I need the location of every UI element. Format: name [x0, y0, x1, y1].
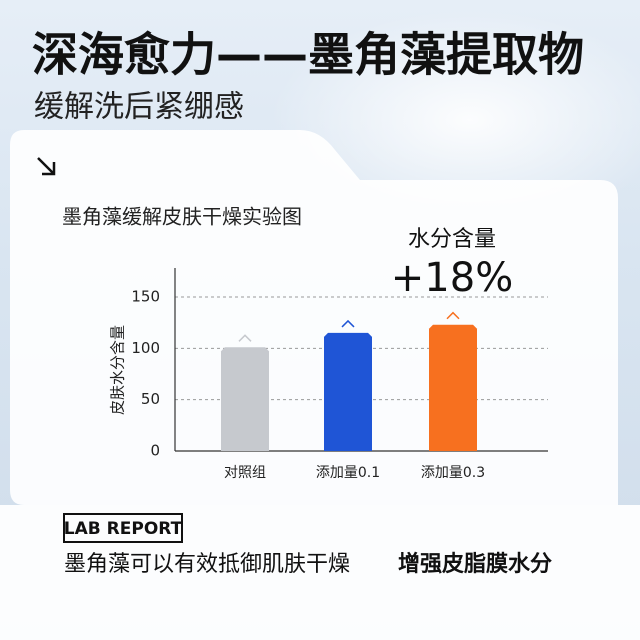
footer-bg: [0, 505, 640, 640]
card: [10, 130, 618, 505]
y-tick-label: 100: [131, 339, 160, 357]
subtitle: 缓解洗后紧绷感: [34, 90, 244, 125]
annotation-value: +18%: [391, 255, 513, 301]
x-tick-label: 对照组: [224, 465, 266, 481]
plot: 0 50 100 150 对照组 添加量0.1 添加量0.3: [131, 268, 548, 481]
bar: [324, 332, 372, 451]
y-tick-label: 150: [131, 288, 160, 306]
y-tick-label: 50: [141, 390, 160, 408]
y-tick-label: 0: [150, 442, 160, 460]
badge: LAB REPORT: [64, 519, 183, 539]
badge-box: [63, 513, 183, 543]
bar-caret: [238, 334, 252, 342]
title: 深海愈力——墨角藻提取物: [32, 28, 584, 82]
bar-caret: [341, 319, 355, 328]
arrow-icon: [37, 157, 56, 176]
bar: [221, 347, 269, 451]
footer-text: 墨角藻可以有效抵御肌肤干燥: [64, 552, 350, 577]
bar: [429, 324, 477, 451]
bg-glow: [270, 10, 640, 230]
bar-caret: [446, 311, 460, 320]
x-tick-label: 添加量0.1: [316, 465, 380, 481]
chart-title: 墨角藻缓解皮肤干燥实验图: [62, 205, 302, 229]
y-axis-title: 皮肤水分含量: [109, 325, 127, 415]
annotation-label: 水分含量: [408, 227, 496, 252]
x-tick-label: 添加量0.3: [421, 465, 485, 481]
footer-highlight: 增强皮脂膜水分: [398, 551, 552, 577]
